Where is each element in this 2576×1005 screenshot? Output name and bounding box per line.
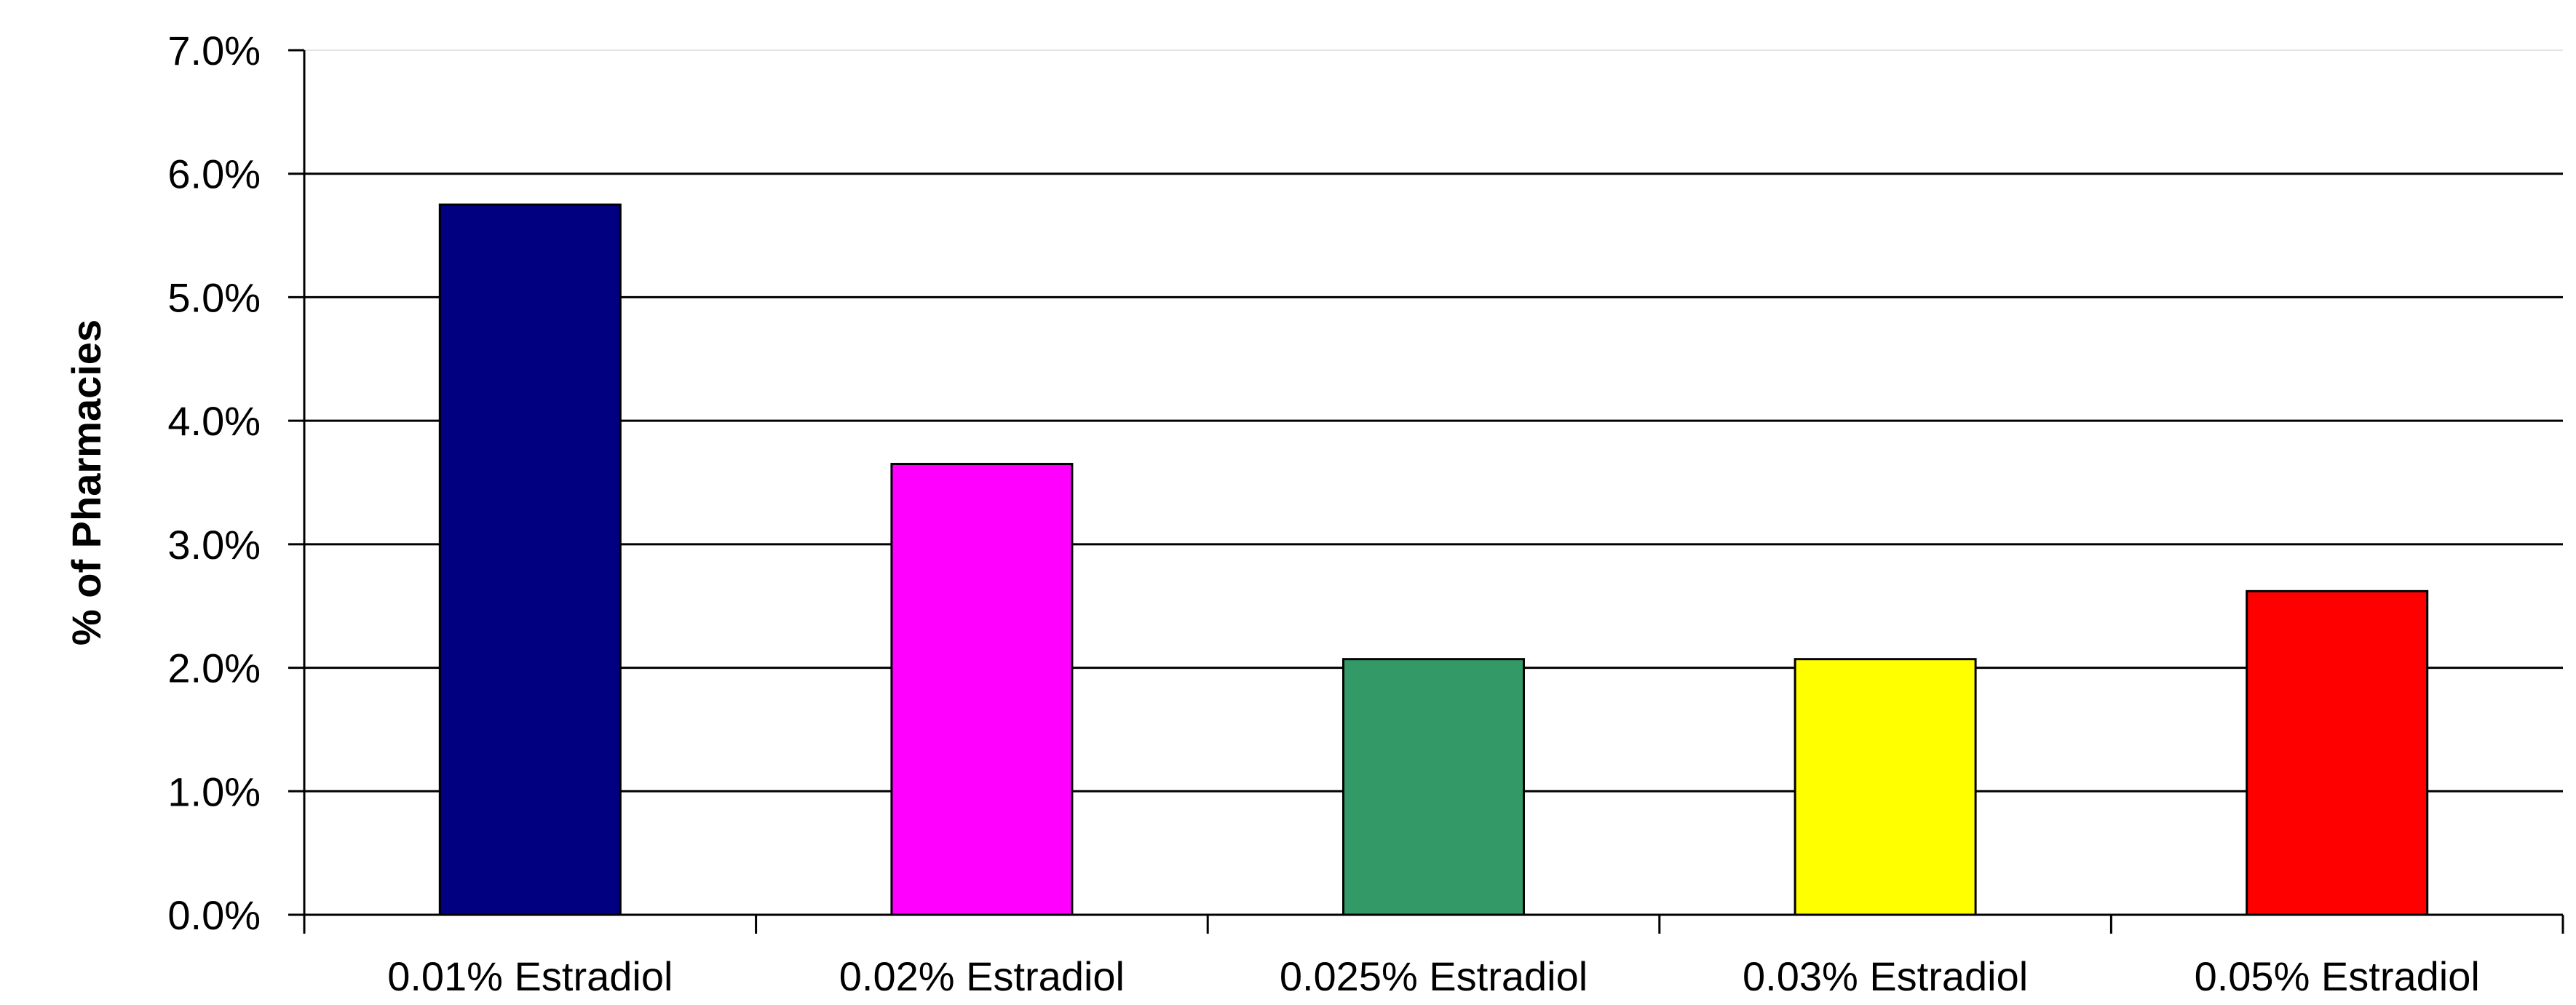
y-tick-label: 0.0% bbox=[167, 892, 261, 938]
axes bbox=[288, 49, 2564, 934]
y-tick-label: 5.0% bbox=[167, 274, 261, 320]
x-tick-labels: 0.01% Estradiol 0.02% Estradiol 0.025% Est… bbox=[387, 953, 2480, 999]
y-tick-label: 6.0% bbox=[167, 151, 261, 197]
y-tick-label: 3.0% bbox=[167, 522, 261, 568]
bar bbox=[1794, 658, 1977, 916]
x-tick-label: 0.05% Estradiol bbox=[2195, 953, 2480, 999]
bars bbox=[438, 203, 2429, 916]
x-tick-label: 0.03% Estradiol bbox=[1743, 953, 2028, 999]
gridlines bbox=[304, 49, 2563, 793]
x-tick-label: 0.025% Estradiol bbox=[1280, 953, 1588, 999]
bar bbox=[2246, 589, 2429, 916]
y-tick-label: 4.0% bbox=[167, 398, 261, 444]
y-tick-label: 7.0% bbox=[167, 28, 261, 74]
y-tick-labels: 0.0% 1.0% 2.0% 3.0% 4.0% 5.0% 6.0% 7.0% bbox=[167, 28, 261, 938]
x-tick-label: 0.01% Estradiol bbox=[387, 953, 673, 999]
x-tick-label: 0.02% Estradiol bbox=[839, 953, 1125, 999]
y-tick-label: 2.0% bbox=[167, 645, 261, 691]
bar bbox=[1342, 658, 1525, 916]
bar bbox=[438, 203, 622, 916]
bar bbox=[890, 463, 1074, 916]
y-tick-label: 1.0% bbox=[167, 768, 261, 814]
y-axis-title: % of Pharmacies bbox=[63, 319, 109, 645]
